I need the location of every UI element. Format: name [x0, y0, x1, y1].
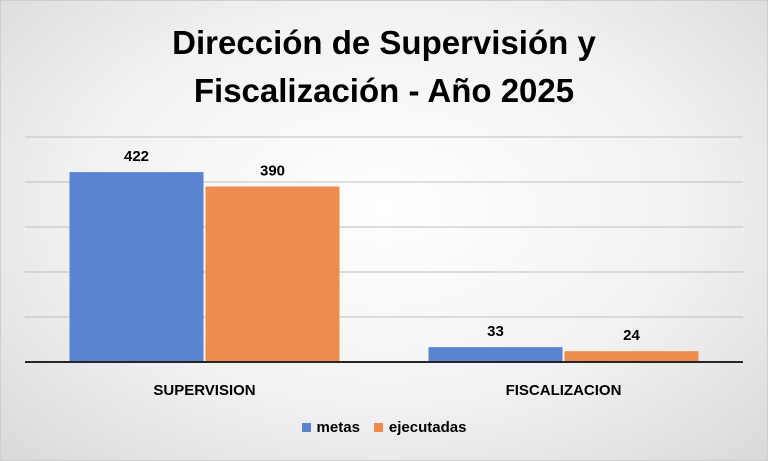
bar-metas [429, 347, 563, 362]
legend-label-ejecutadas: ejecutadas [389, 419, 467, 436]
data-label-ejecutadas: 24 [623, 327, 640, 344]
data-label-ejecutadas: 390 [260, 163, 285, 180]
legend-swatch-ejecutadas [374, 423, 383, 432]
legend-label-metas: metas [317, 419, 360, 436]
data-label-metas: 33 [487, 323, 504, 340]
legend: metas ejecutadas [1, 419, 767, 436]
bar-ejecutadas [565, 351, 699, 362]
category-label: SUPERVISION [153, 382, 255, 399]
legend-item-metas: metas [302, 419, 360, 436]
legend-swatch-metas [302, 423, 311, 432]
category-label: FISCALIZACION [506, 382, 622, 399]
legend-item-ejecutadas: ejecutadas [374, 419, 467, 436]
bar-metas [70, 172, 204, 362]
bar-ejecutadas [206, 187, 340, 363]
data-label-metas: 422 [124, 148, 149, 165]
